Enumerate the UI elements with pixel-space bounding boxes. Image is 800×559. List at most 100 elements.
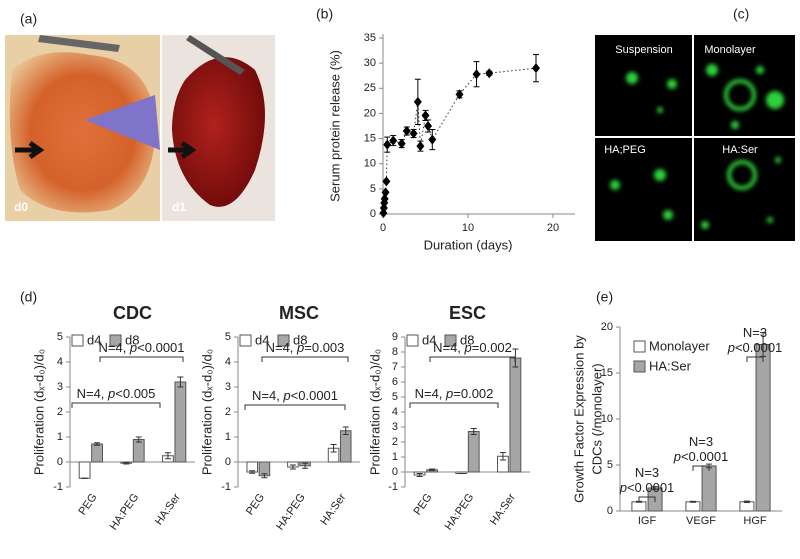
point [389,135,398,146]
forceps [38,35,120,52]
y-tick-label: 35 [364,32,376,44]
error-bar [94,442,101,446]
point [383,139,392,150]
micrograph-label: Suspension [615,44,673,56]
panel-label: (e) [596,289,613,305]
annotation: N=3 [635,465,659,480]
x-tick-label: HA:Ser [488,491,518,527]
photo-label: d1 [172,200,186,214]
y-tick-label: 0 [370,208,376,220]
y-tick-label: 0 [225,456,231,468]
error-bar [652,486,659,490]
x-tick-label: PEG [77,492,100,518]
error-bar [429,468,436,471]
annotation: N=4, p<0.0001 [98,340,184,355]
y-axis-label: Proliferation (dₓ-d₀)/d₀ [367,349,382,475]
significance-bracket [429,356,516,362]
y-tick-label: 25 [364,82,376,94]
y-tick-label: 2 [57,406,63,418]
annotation-part: p [619,480,627,495]
bar [701,465,717,512]
error-bar [330,444,337,453]
annotation-part: N=3 [635,465,659,480]
y-tick-label: 0 [57,456,63,468]
annotation: N=4, p=0.003 [266,340,345,355]
photo-label: d0 [14,200,28,214]
legend-swatch [71,334,84,347]
error-bar [416,473,423,477]
point [381,187,390,198]
bar [509,357,522,473]
annotation-part: N=4, [98,340,129,355]
annotation-part: <0.0001 [681,449,728,464]
annotation-part: <0.0001 [627,480,674,495]
y-tick-label: 3 [392,421,398,433]
point [472,69,481,80]
y-tick-label: 1 [225,431,231,443]
point [409,128,418,139]
y-axis-label: Proliferation (dₓ-d₀)/d₀ [31,349,46,475]
y-tick-label: 9 [392,331,398,343]
annotation-part: p [296,340,304,355]
error-bar [743,500,750,504]
y-tick-label: 0 [392,466,398,478]
photo-panel: d0 d1 [5,35,275,221]
legend-label: d8 [125,332,139,347]
annotation: N=4, p<0.005 [77,386,156,401]
y-tick-label: 4 [225,356,231,368]
point [397,138,406,149]
bar [739,501,755,512]
x-tick-label: PEG [244,492,267,518]
legend-swatch [277,334,290,347]
error-bar [123,462,130,465]
point [428,134,437,145]
annotation-part: N=3 [743,325,767,340]
y-tick-label: 5 [225,331,231,343]
heart [172,57,265,207]
y-tick-label: 7 [392,361,398,373]
annotation-part: p [673,449,681,464]
legend-label: Monolayer [649,338,710,353]
y-axis-label: Growth Factor Expression by [571,335,586,503]
legend-label: HA:Ser [649,358,692,373]
annotation-part: <0.005 [115,386,155,401]
y-tick-label: 2 [392,436,398,448]
annotation-part: p [282,388,290,403]
micrograph-panel: Suspension Monolayer HA;PEG HA:Ser [595,35,795,241]
x-tick-label: 20 [547,222,559,234]
panel-label: (d) [20,289,37,305]
y-tick-label: 15 [601,367,613,379]
error-bar [164,452,171,460]
error-bar [470,428,477,435]
annotation: N=4, p<0.0001 [252,388,338,403]
error-bar [302,462,309,469]
annotation-part: p [445,386,453,401]
annotation-part: =0.002 [453,386,493,401]
y-tick-label: 15 [364,132,376,144]
annotation-part: p [129,340,137,355]
x-tick-label: 10 [462,222,474,234]
significance-bracket [638,496,656,502]
y-tick-label: 30 [364,57,376,69]
legend-label: d4 [422,332,436,347]
y-tick-label: 1 [392,451,398,463]
annotation-part: N=4, [433,340,464,355]
legend-label: d4 [87,332,101,347]
annotation-part: <0.0001 [291,388,338,403]
point [455,89,464,100]
micrograph-label: HA:Ser [722,144,758,156]
legend-swatch [444,334,457,347]
x-tick-label: HA:PEG [274,492,308,533]
significance-bracket [746,356,764,362]
y-tick-label: 5 [370,183,376,195]
x-tick-label: IGF [638,515,657,527]
y-tick-label: -1 [388,481,398,493]
forceps [186,35,245,75]
cone [85,95,160,150]
x-tick-label: 0 [380,222,386,234]
legend-swatch [633,340,646,353]
bar [755,343,771,512]
arrow [15,140,45,160]
y-tick-label: 5 [57,331,63,343]
bar [91,443,103,463]
